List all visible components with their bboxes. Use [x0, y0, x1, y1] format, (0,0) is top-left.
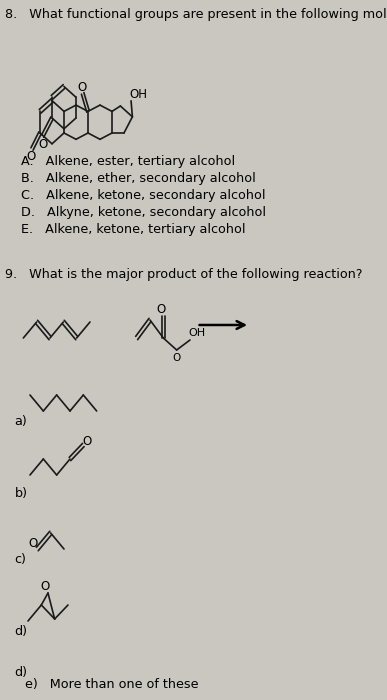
- Text: C.   Alkene, ketone, secondary alcohol: C. Alkene, ketone, secondary alcohol: [21, 189, 266, 202]
- Text: a): a): [15, 415, 27, 428]
- Text: 8.   What functional groups are present in the following molecule?: 8. What functional groups are present in…: [5, 8, 387, 21]
- Text: O: O: [77, 81, 87, 94]
- Text: OH: OH: [188, 328, 206, 338]
- Text: b): b): [15, 487, 27, 500]
- Text: B.   Alkene, ether, secondary alcohol: B. Alkene, ether, secondary alcohol: [21, 172, 256, 185]
- Text: d): d): [15, 625, 27, 638]
- Text: D.   Alkyne, ketone, secondary alcohol: D. Alkyne, ketone, secondary alcohol: [21, 206, 266, 219]
- Text: 9.   What is the major product of the following reaction?: 9. What is the major product of the foll…: [5, 268, 363, 281]
- Text: O: O: [28, 537, 37, 550]
- Text: O: O: [172, 353, 180, 363]
- Text: O: O: [38, 138, 47, 151]
- Text: E.   Alkene, ketone, tertiary alcohol: E. Alkene, ketone, tertiary alcohol: [21, 223, 246, 236]
- Text: A.   Alkene, ester, tertiary alcohol: A. Alkene, ester, tertiary alcohol: [21, 155, 235, 168]
- Text: e)   More than one of these: e) More than one of these: [25, 678, 199, 691]
- Text: O: O: [82, 435, 91, 448]
- Text: d): d): [15, 666, 27, 679]
- Text: OH: OH: [130, 88, 148, 101]
- Text: O: O: [41, 580, 50, 593]
- Text: c): c): [15, 553, 27, 566]
- Text: O: O: [156, 303, 165, 316]
- Text: O: O: [27, 150, 36, 163]
